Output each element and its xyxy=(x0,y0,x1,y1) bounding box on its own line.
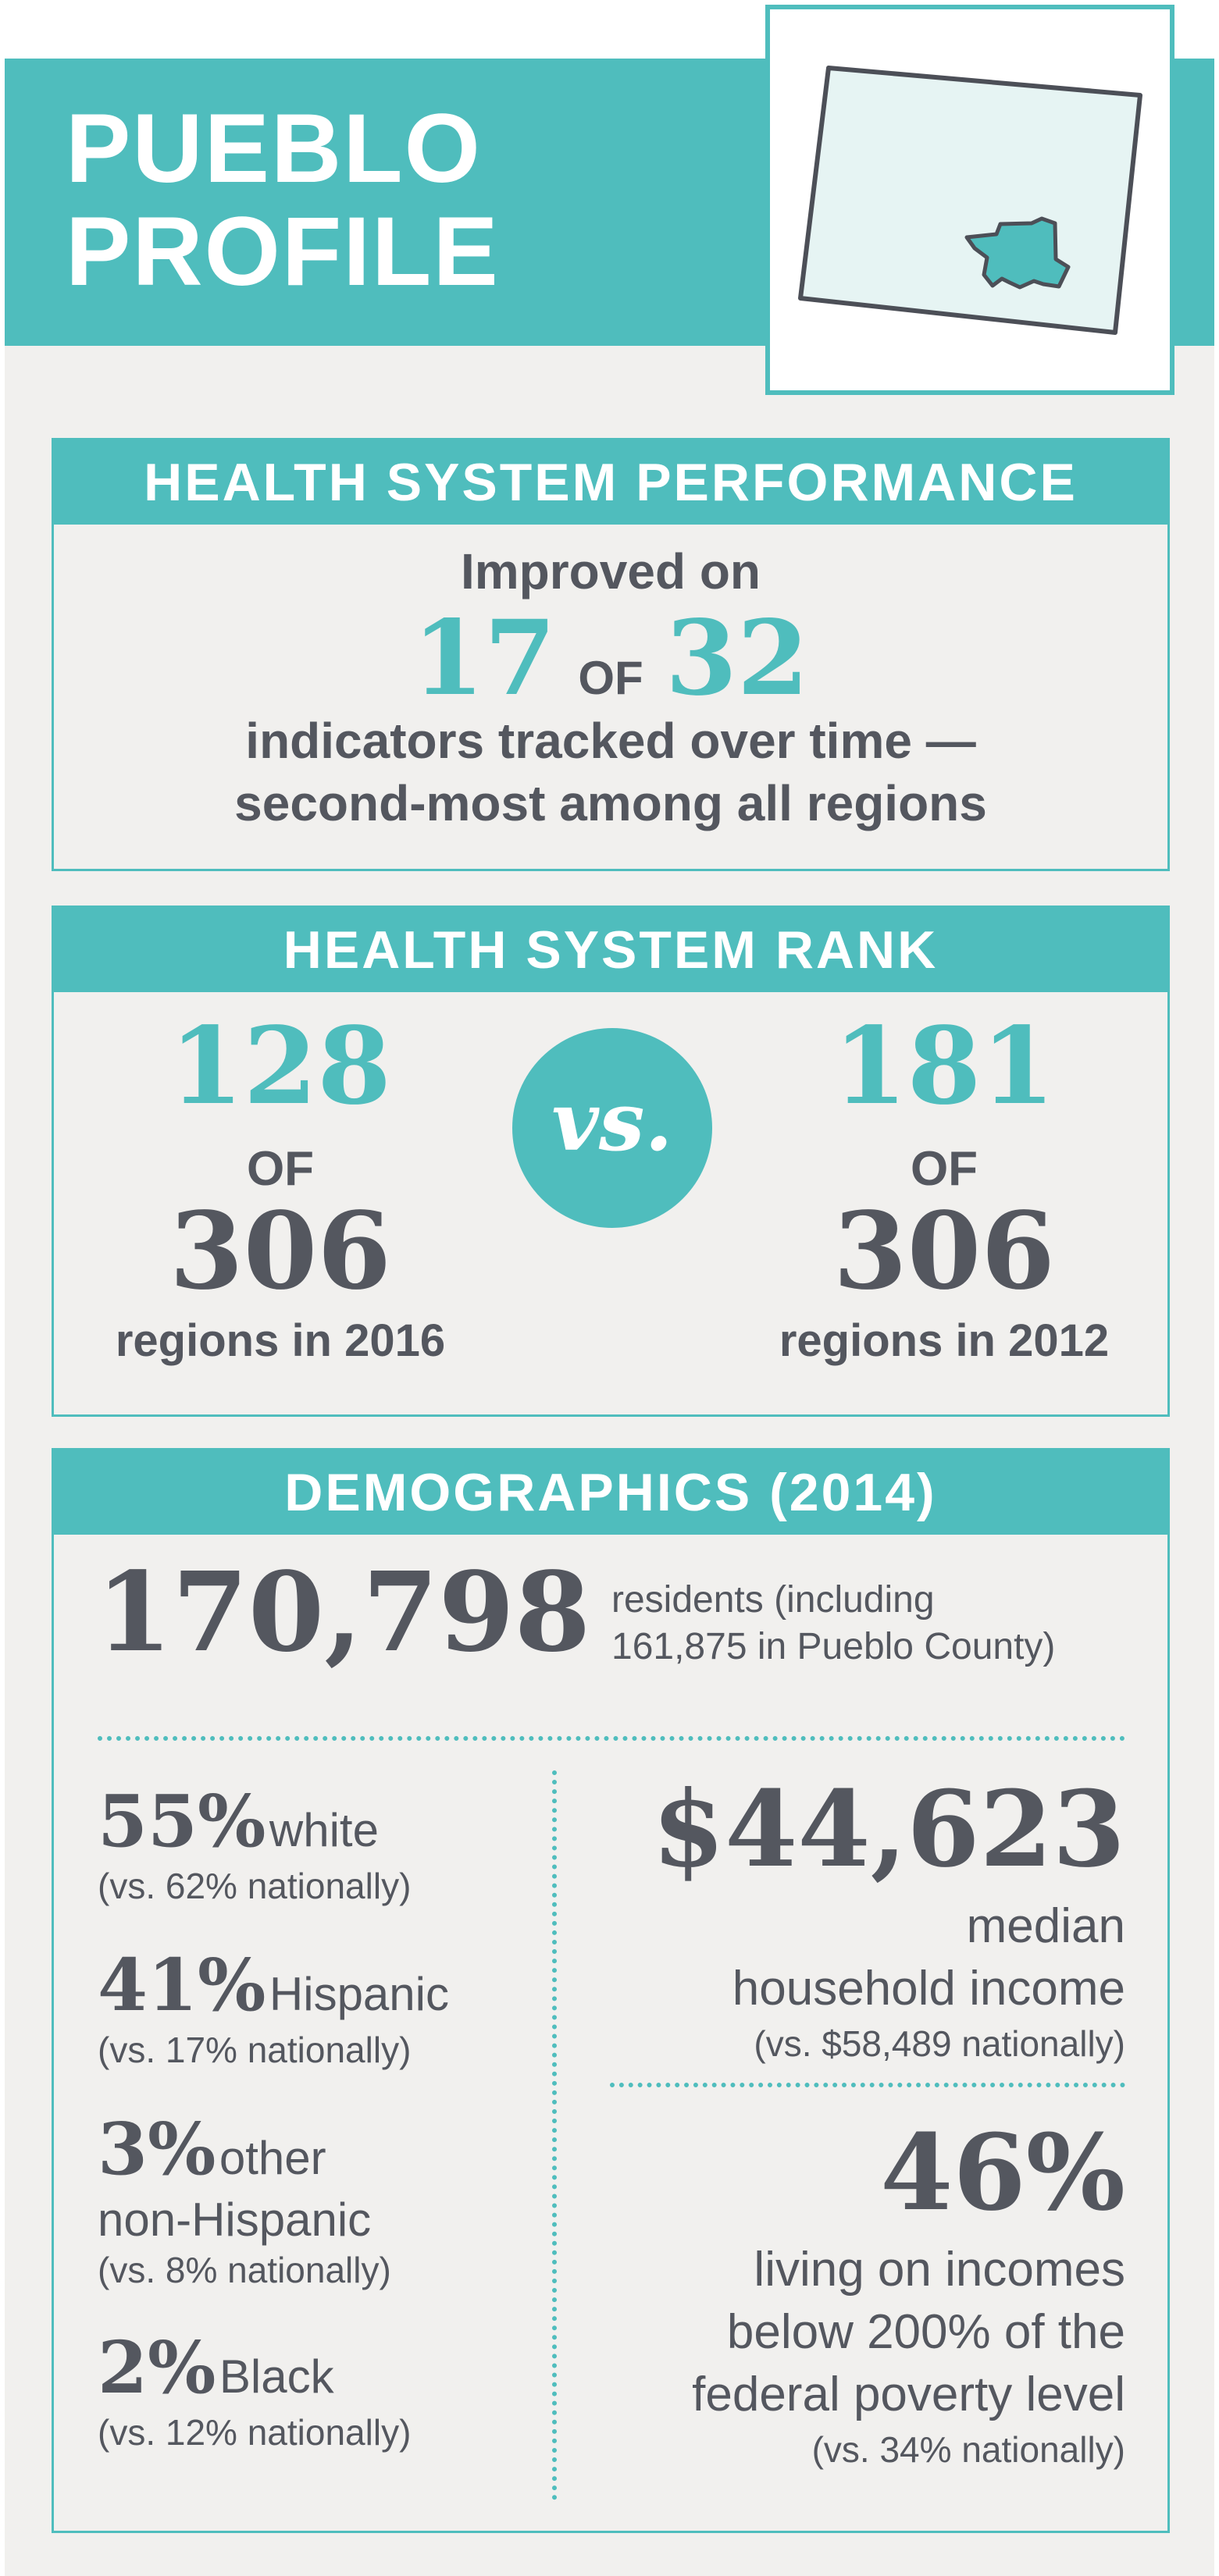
group-label: other xyxy=(219,2132,326,2184)
income-line-2: household income xyxy=(732,1962,1125,2016)
page-title: PUEBLO PROFILE xyxy=(66,98,500,304)
vs-label: vs. xyxy=(551,1073,673,1169)
title-line-2: PROFILE xyxy=(66,197,500,306)
group-national: (vs. 62% nationally) xyxy=(98,1866,412,1906)
rank-heading: HEALTH SYSTEM RANK xyxy=(54,908,1167,992)
rank-2016-total: 306 xyxy=(169,1189,391,1314)
rank-2012-of: OF xyxy=(910,1142,978,1196)
group-pct: 41% xyxy=(98,1943,266,2027)
group-other: 3% other xyxy=(98,2106,326,2214)
rank-2016-value: 128 xyxy=(169,1004,391,1129)
income-national: (vs. $58,489 nationally) xyxy=(754,2023,1125,2064)
rank-panel: HEALTH SYSTEM RANK 128 OF 306 regions in… xyxy=(52,906,1170,1417)
demographics-panel: DEMOGRAPHICS (2014) 170,798 residents (i… xyxy=(52,1448,1170,2533)
group-national: (vs. 12% nationally) xyxy=(98,2412,412,2453)
poverty-line-1: living on incomes xyxy=(754,2243,1125,2297)
group-national: (vs. 17% nationally) xyxy=(98,2030,412,2070)
demographics-heading: DEMOGRAPHICS (2014) xyxy=(54,1450,1167,1535)
group-label: Hispanic xyxy=(269,1968,450,2020)
group-label: white xyxy=(269,1804,379,1856)
group-pct: 2% xyxy=(98,2325,216,2410)
group-white: 55% white xyxy=(98,1778,379,1886)
performance-heading: HEALTH SYSTEM PERFORMANCE xyxy=(54,440,1167,525)
income-value: $44,623 xyxy=(651,1767,1125,1891)
vs-badge: vs. xyxy=(512,1028,712,1228)
performance-intro: Improved on xyxy=(460,543,761,600)
rank-2012-total: 306 xyxy=(833,1189,1055,1314)
group-label-line-2: non-Hispanic xyxy=(98,2194,372,2246)
population-note-line-2: 161,875 in Pueblo County) xyxy=(611,1626,1056,1667)
indicator-total: 32 xyxy=(665,598,809,719)
rank-2012-caption: regions in 2012 xyxy=(779,1315,1110,1366)
group-pct: 3% xyxy=(98,2107,216,2191)
group-hispanic: 41% Hispanic xyxy=(98,1942,449,2050)
poverty-national: (vs. 34% nationally) xyxy=(811,2429,1125,2470)
population-value: 170,798 xyxy=(96,1549,591,1677)
group-national: (vs. 8% nationally) xyxy=(98,2250,391,2290)
income-line-1: median xyxy=(966,1899,1125,1953)
colorado-state-map-icon xyxy=(798,66,1142,335)
dotted-divider-right xyxy=(610,2083,1125,2087)
rank-2012-value: 181 xyxy=(833,1004,1055,1129)
group-pct: 55% xyxy=(98,1779,266,1863)
dotted-column-divider xyxy=(552,1770,557,2500)
performance-line-2: second-most among all regions xyxy=(234,775,987,831)
group-black: 2% Black xyxy=(98,2325,334,2432)
performance-line-1: indicators tracked over time — xyxy=(245,713,976,769)
poverty-line-3: federal poverty level xyxy=(692,2368,1125,2421)
rank-2016-caption: regions in 2016 xyxy=(115,1315,446,1366)
improved-count: 17 xyxy=(412,598,556,719)
dotted-divider xyxy=(98,1736,1125,1741)
performance-score: 17 OF 32 xyxy=(54,600,1167,749)
poverty-value: 46% xyxy=(880,2111,1125,2234)
population-note-line-1: residents (including xyxy=(611,1579,935,1621)
rank-2016-of: OF xyxy=(246,1142,315,1196)
poverty-line-2: below 200% of the xyxy=(726,2305,1125,2359)
map-frame xyxy=(765,5,1174,395)
performance-of: OF xyxy=(578,652,643,704)
title-line-1: PUEBLO xyxy=(66,94,482,203)
group-label: Black xyxy=(219,2350,334,2403)
pueblo-region-shape xyxy=(964,216,1071,290)
performance-panel: HEALTH SYSTEM PERFORMANCE Improved on 17… xyxy=(52,438,1170,871)
